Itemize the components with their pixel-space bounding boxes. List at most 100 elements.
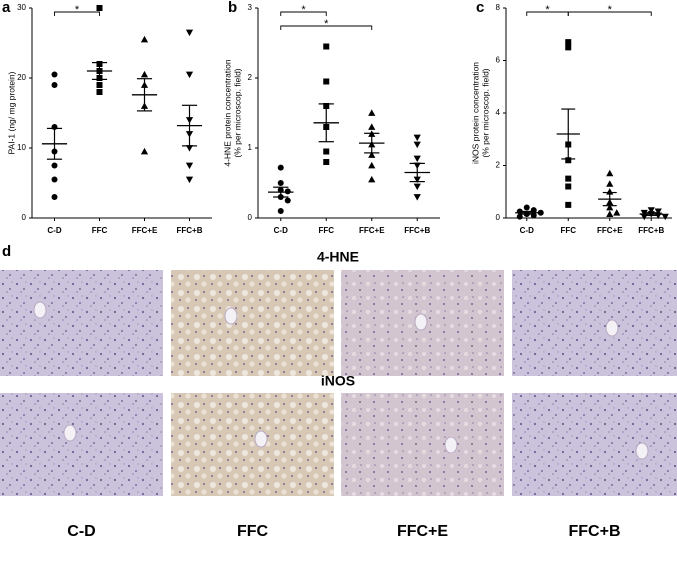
data-point — [413, 141, 421, 149]
data-point — [654, 208, 662, 216]
vessel — [414, 313, 428, 331]
data-point — [185, 162, 194, 170]
y-tick-label: 0 — [248, 213, 253, 222]
x-tick-label: FFC+E — [132, 226, 158, 235]
data-point — [140, 147, 149, 155]
data-point — [640, 209, 648, 217]
significance-bracket — [567, 11, 652, 16]
column-label: FFC+E — [397, 523, 448, 540]
data-point — [413, 155, 421, 163]
micrograph — [0, 393, 163, 496]
data-point — [565, 201, 572, 208]
panel-label: a — [2, 0, 11, 16]
y-tick-label: 0 — [22, 213, 27, 222]
data-point — [323, 159, 330, 165]
micrograph-panel: d 4-HNE iNOS C-D FFC FFC+E FFC+B — [0, 243, 677, 540]
micrograph — [0, 270, 163, 376]
y-axis-label: 4-HNE protein concentration — [222, 59, 232, 167]
data-point — [51, 162, 58, 169]
data-point — [96, 82, 103, 88]
chart: a 0 10 20 30 PAI-1 (ng/ mg protein) C-D FFC FFC+… — [2, 0, 212, 235]
data-point — [323, 43, 330, 50]
vessel — [254, 430, 268, 448]
vessel — [63, 424, 77, 442]
significance-label: * — [301, 4, 306, 16]
data-point — [185, 145, 194, 152]
panel-label: c — [476, 0, 484, 16]
data-point — [368, 175, 376, 183]
x-tick-label: FFC — [92, 226, 108, 235]
significance-bracket — [280, 11, 327, 16]
data-point — [606, 180, 614, 187]
column-label: C-D — [67, 523, 95, 540]
y-tick-label: 2 — [248, 73, 253, 82]
x-tick-label: C-D — [47, 226, 61, 235]
data-point — [613, 209, 621, 216]
data-point — [565, 157, 572, 164]
data-point — [516, 213, 523, 220]
data-point — [140, 70, 149, 78]
panel-label: b — [228, 0, 237, 16]
micrograph — [512, 270, 677, 376]
x-tick-label: C-D — [274, 226, 288, 235]
data-point — [277, 208, 284, 214]
data-point — [537, 209, 544, 216]
data-point — [51, 71, 58, 78]
micrograph — [171, 393, 334, 496]
data-point — [284, 188, 291, 195]
micrograph — [171, 270, 334, 376]
data-point — [185, 29, 194, 37]
row-label: iNOS — [321, 373, 355, 389]
y-tick-label: 4 — [496, 108, 501, 117]
y-tick-label: 2 — [496, 161, 501, 170]
column-label: FFC — [237, 523, 269, 540]
significance-label: * — [608, 4, 613, 16]
data-point — [565, 183, 572, 190]
significance-bracket — [54, 11, 100, 16]
x-tick-label: FFC+B — [177, 226, 203, 235]
x-tick-label: FFC — [318, 226, 334, 235]
y-tick-label: 6 — [496, 56, 501, 65]
data-point — [413, 134, 421, 142]
data-point — [565, 44, 572, 51]
data-point — [661, 213, 669, 221]
data-point — [185, 176, 194, 184]
y-axis-label: (% per microscop. field) — [480, 68, 490, 157]
y-tick-label: 20 — [17, 73, 26, 82]
x-tick-label: FFC+B — [638, 226, 664, 235]
significance-bracket — [280, 25, 373, 30]
data-point — [96, 89, 103, 95]
y-axis-label: PAI-1 (ng/ mg protein) — [6, 71, 16, 154]
data-point — [323, 148, 330, 155]
vessel — [635, 442, 649, 460]
chart: b 0 1 2 3 4-HNE protein concentration (% per m… — [222, 0, 440, 235]
significance-label: * — [75, 4, 80, 16]
y-tick-label: 10 — [17, 143, 26, 152]
y-axis-label: iNOS protein concentration — [470, 62, 480, 164]
data-point — [323, 78, 330, 85]
data-point — [277, 180, 284, 186]
data-point — [368, 161, 376, 169]
vessel — [224, 307, 238, 325]
data-point — [413, 183, 421, 191]
data-point — [284, 197, 291, 204]
x-tick-label: FFC+B — [404, 226, 430, 235]
data-point — [185, 71, 194, 79]
data-point — [368, 151, 376, 158]
vessel — [33, 301, 47, 319]
data-point — [368, 109, 376, 116]
data-point — [51, 82, 58, 88]
significance-label: * — [545, 4, 550, 16]
y-tick-label: 8 — [496, 3, 501, 12]
data-point — [606, 210, 614, 217]
data-point — [51, 194, 58, 200]
data-point — [606, 169, 614, 177]
panel-label: d — [2, 243, 11, 260]
data-point — [647, 207, 655, 214]
data-point — [606, 203, 614, 211]
data-point — [277, 164, 284, 171]
data-point — [523, 204, 530, 211]
data-point — [140, 35, 149, 43]
